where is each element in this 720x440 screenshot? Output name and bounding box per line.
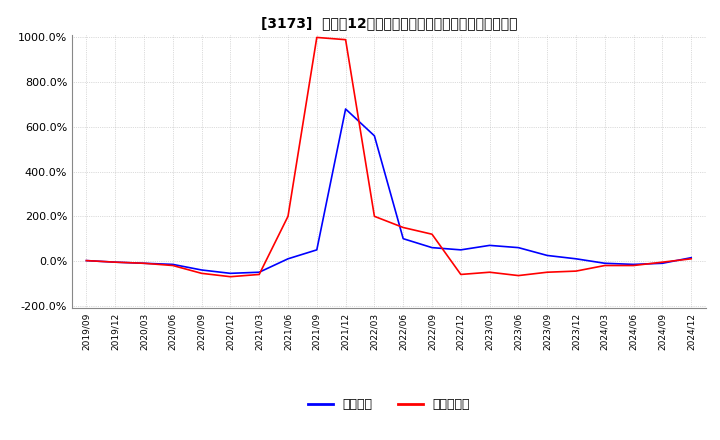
経常利益 (485, 243, 494, 248)
経常利益 (370, 133, 379, 139)
経常利益 (543, 253, 552, 258)
当期純利益 (168, 263, 177, 268)
経常利益 (572, 256, 580, 261)
当期純利益 (312, 35, 321, 40)
当期純利益 (658, 260, 667, 265)
当期純利益 (82, 258, 91, 263)
当期純利益 (456, 272, 465, 277)
当期純利益 (370, 214, 379, 219)
経常利益 (255, 270, 264, 275)
当期純利益 (140, 260, 148, 266)
当期純利益 (600, 263, 609, 268)
当期純利益 (572, 268, 580, 274)
経常利益 (140, 260, 148, 266)
当期純利益 (428, 231, 436, 237)
Legend: 経常利益, 当期純利益: 経常利益, 当期純利益 (302, 393, 475, 416)
経常利益 (226, 271, 235, 276)
Title: [3173]  利益の12か月移動合計の対前年同期増減率の推移: [3173] 利益の12か月移動合計の対前年同期増減率の推移 (261, 16, 517, 30)
経常利益 (399, 236, 408, 241)
経常利益 (658, 260, 667, 266)
経常利益 (428, 245, 436, 250)
当期純利益 (687, 256, 696, 261)
経常利益 (341, 106, 350, 112)
当期純利益 (485, 270, 494, 275)
当期純利益 (629, 263, 638, 268)
経常利益 (197, 268, 206, 273)
当期純利益 (514, 273, 523, 278)
経常利益 (600, 260, 609, 266)
当期純利益 (284, 214, 292, 219)
経常利益 (111, 260, 120, 265)
当期純利益 (226, 274, 235, 279)
経常利益 (514, 245, 523, 250)
当期純利益 (197, 271, 206, 276)
経常利益 (456, 247, 465, 253)
経常利益 (629, 262, 638, 267)
当期純利益 (399, 225, 408, 230)
当期純利益 (341, 37, 350, 42)
経常利益 (82, 258, 91, 263)
当期純利益 (255, 272, 264, 277)
経常利益 (168, 262, 177, 267)
経常利益 (284, 256, 292, 261)
当期純利益 (543, 270, 552, 275)
経常利益 (312, 247, 321, 253)
Line: 当期純利益: 当期純利益 (86, 37, 691, 277)
経常利益 (687, 255, 696, 260)
Line: 経常利益: 経常利益 (86, 109, 691, 273)
当期純利益 (111, 260, 120, 265)
